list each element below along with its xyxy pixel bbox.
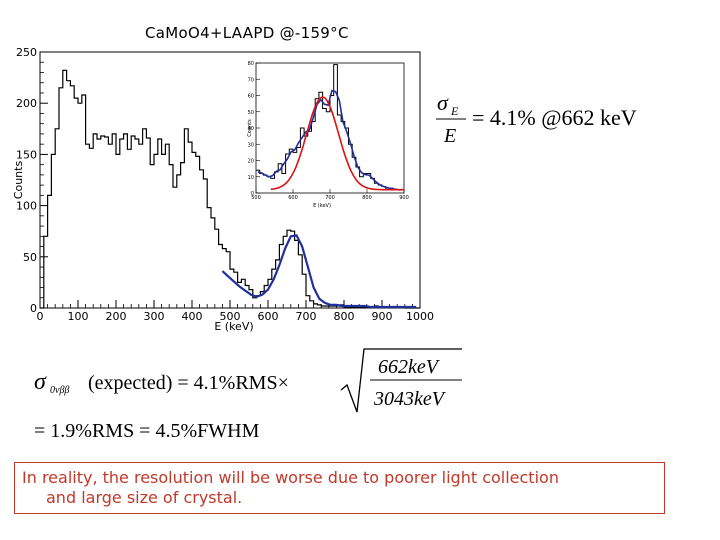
inset-tick-labels: 500 600 700 800 900 0 10 20 30 40 50 60 70 80 [248, 61, 409, 201]
x-tick-label: 700 [296, 310, 317, 323]
energy-denominator: E [443, 125, 456, 147]
expected-text: (expected) = 4.1%RMS× [88, 372, 289, 394]
y-tick-label: 250 [16, 46, 37, 59]
inset-x-tick-label: 600 [288, 195, 298, 201]
inset-x-tick-label: 800 [362, 195, 372, 201]
x-tick-label: 300 [144, 310, 165, 323]
chart-title: CaMoO4+LAAPD @-159°C [145, 24, 349, 42]
main-data-series [40, 69, 420, 309]
result-text: = 1.9%RMS = 4.5%FWHM [34, 420, 260, 442]
inset-x-axis-title: E (keV) [313, 203, 331, 209]
x-tick-label: 0 [37, 310, 44, 323]
expected-resolution-formula: σ 0νββ (expected) = 4.1%RMS× 662keV 3043… [34, 348, 462, 442]
x-tick-label: 500 [220, 310, 241, 323]
note-line-1: In reality, the resolution will be worse… [22, 468, 559, 487]
main-fit-line [221, 234, 417, 309]
resolution-value: = 4.1% @662 keV [472, 105, 637, 130]
sigma-0vbb-symbol: σ [34, 369, 47, 395]
inset-y-tick-label: 70 [248, 77, 254, 83]
y-tick-label: 0 [30, 302, 37, 315]
x-axis-title: E (keV) [214, 320, 253, 333]
inset-y-tick-label: 60 [248, 94, 254, 100]
sigma-symbol: σ [437, 90, 449, 115]
inset-y-tick-label: 80 [248, 61, 254, 67]
inset-x-tick-label: 700 [325, 195, 335, 201]
y-tick-label: 150 [16, 148, 37, 161]
main-histogram-line [40, 69, 420, 309]
inset-axis-ticks [255, 62, 405, 194]
inset-y-tick-label: 10 [248, 175, 254, 181]
sqrt-numerator: 662keV [378, 356, 441, 378]
note-box: In reality, the resolution will be worse… [14, 462, 665, 514]
x-tick-label: 600 [258, 310, 279, 323]
inset-data-series [256, 64, 404, 191]
inset-y-tick-label: 0 [251, 191, 254, 197]
resolution-formula: σ E E = 4.1% @662 keV [436, 90, 637, 147]
y-tick-label: 50 [23, 251, 37, 264]
main-y-tick-labels: 0 50 100 150 200 250 [16, 46, 37, 315]
x-tick-label: 900 [372, 310, 393, 323]
sigma-0vbb-subscript: 0νββ [50, 385, 69, 396]
x-tick-label: 1000 [406, 310, 434, 323]
sqrt-sign [340, 348, 462, 413]
y-tick-label: 200 [16, 97, 37, 110]
inset-y-axis-title: Counts [247, 119, 253, 137]
note-line-2: and large size of crystal. [46, 488, 243, 507]
y-axis-title: Counts [12, 161, 25, 200]
x-tick-label: 100 [68, 310, 89, 323]
inset-x-tick-label: 500 [251, 195, 261, 201]
x-tick-label: 400 [182, 310, 203, 323]
inset-y-tick-label: 30 [248, 142, 254, 148]
inset-smoothed-line [257, 89, 403, 191]
x-tick-label: 200 [106, 310, 127, 323]
inset-x-tick-label: 900 [399, 195, 409, 201]
inset-y-tick-label: 50 [248, 110, 254, 116]
sigma-subscript: E [450, 104, 459, 118]
x-tick-label: 800 [334, 310, 355, 323]
inset-y-tick-label: 20 [248, 159, 254, 165]
inset-gaussian-fit-line [270, 96, 404, 191]
inset-y-tick-label: 40 [248, 126, 254, 132]
main-x-tick-labels: 0 100 200 300 400 500 600 700 800 900 1000 [37, 310, 435, 323]
y-tick-label: 100 [16, 200, 37, 213]
sqrt-denominator: 3043keV [373, 388, 447, 410]
inset-background [248, 60, 408, 198]
